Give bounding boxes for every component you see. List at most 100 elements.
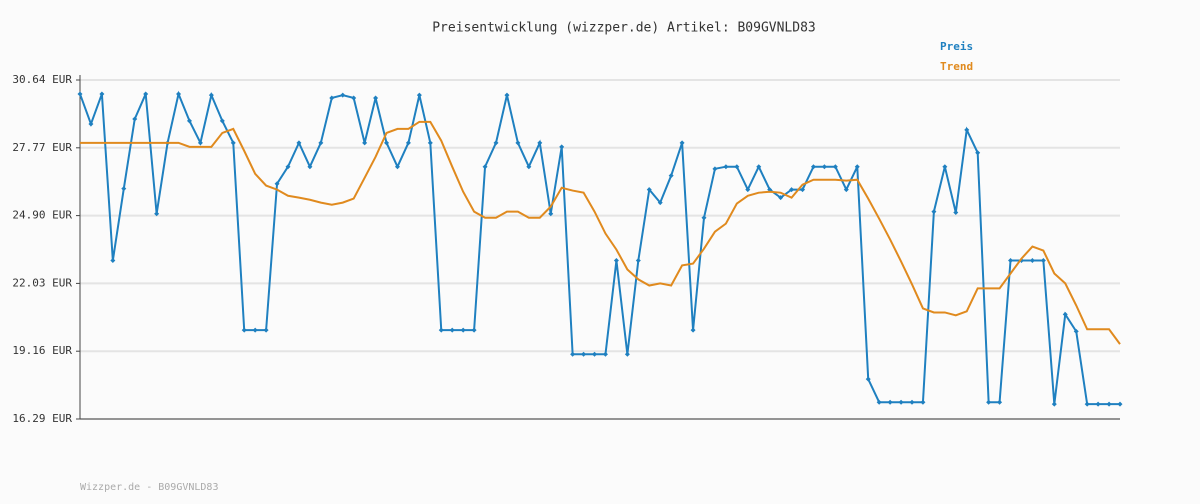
point-marker [592,351,598,357]
point-marker [635,257,641,263]
point-marker [723,164,729,170]
point-marker [219,118,225,124]
series-line [79,90,1120,406]
point-marker [186,118,192,124]
point-marker [405,140,411,146]
point-marker [975,150,981,156]
point-marker [1095,401,1101,407]
point-marker [1117,401,1123,407]
point-marker [1073,328,1079,334]
point-marker [340,92,346,98]
point-marker [832,164,838,170]
point-marker [307,164,313,170]
point-marker [854,164,860,170]
point-marker [449,327,455,333]
point-marker [602,351,608,357]
legend-label: Preis [940,40,973,53]
point-marker [351,95,357,101]
point-marker [460,327,466,333]
point-marker [712,166,718,172]
point-marker [394,164,400,170]
point-marker [734,164,740,170]
point-marker [263,327,269,333]
point-marker [789,187,795,193]
point-marker [208,92,214,98]
point-marker [821,164,827,170]
y-tick-label: 19.16 EUR [12,344,72,357]
point-marker [986,399,992,405]
point-marker [427,140,433,146]
point-marker [471,327,477,333]
point-marker [548,211,554,217]
point-marker [88,121,94,127]
point-marker [931,209,937,215]
point-marker [121,186,127,192]
y-tick-label: 16.29 EUR [12,412,72,425]
point-marker [800,187,806,193]
y-tick-label: 24.90 EUR [12,209,72,222]
point-marker [701,215,707,221]
y-tick-label: 30.64 EUR [12,73,72,86]
y-tick-label: 27.77 EUR [12,141,72,154]
point-marker [646,187,652,193]
point-marker [504,92,510,98]
point-marker [274,181,280,187]
point-marker [438,327,444,333]
point-marker [482,164,488,170]
point-marker [997,399,1003,405]
point-marker [329,95,335,101]
point-marker [865,376,871,382]
point-marker [559,144,565,150]
point-marker [581,351,587,357]
point-marker [920,399,926,405]
point-marker [110,257,116,263]
point-marker [657,200,663,206]
point-marker [285,164,291,170]
point-marker [493,140,499,146]
point-marker [624,351,630,357]
point-marker [515,140,521,146]
point-marker [953,210,959,216]
point-marker [230,140,236,146]
point-marker [176,91,182,97]
point-marker [143,91,149,97]
point-marker [1084,401,1090,407]
point-marker [384,140,390,146]
point-marker [537,140,543,146]
point-marker [1051,401,1057,407]
legend-label: Trend [940,60,973,73]
point-marker [843,187,849,193]
point-marker [1029,257,1035,263]
point-marker [887,399,893,405]
point-marker [745,187,751,193]
point-marker [99,91,105,97]
chart-title: Preisentwicklung (wizzper.de) Artikel: B… [432,21,816,36]
point-marker [942,164,948,170]
point-marker [296,140,302,146]
y-tick-label: 22.03 EUR [12,276,72,289]
point-marker [416,92,422,98]
point-marker [154,211,160,217]
point-marker [613,257,619,263]
point-marker [668,173,674,179]
point-marker [132,116,138,122]
point-marker [898,399,904,405]
point-marker [1008,257,1014,263]
point-marker [526,164,532,170]
point-marker [362,140,368,146]
point-marker [252,327,258,333]
point-marker [679,140,685,146]
point-marker [373,95,379,101]
point-marker [1106,401,1112,407]
series-line [80,120,1121,345]
point-marker [810,164,816,170]
point-marker [756,164,762,170]
footer: Wizzper.de - B09GVNLD83 [80,482,218,493]
point-marker [570,351,576,357]
point-marker [778,195,784,201]
point-marker [876,399,882,405]
point-marker [241,327,247,333]
point-marker [1062,311,1068,317]
